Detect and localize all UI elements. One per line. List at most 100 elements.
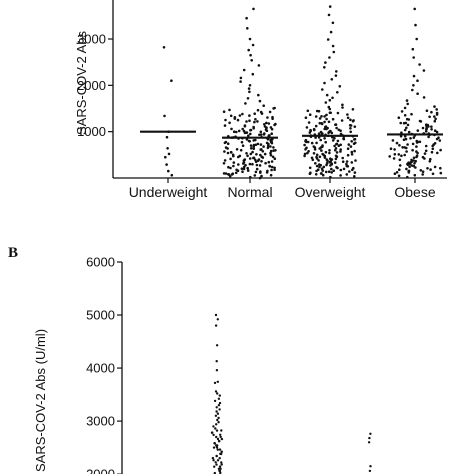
panel-b-y-tick-label: 4000 xyxy=(86,361,115,376)
panel-a-data-point xyxy=(393,153,397,156)
panel-a-data-point xyxy=(222,172,226,175)
panel-b-letter: B xyxy=(8,245,18,261)
panel-a-data-point xyxy=(335,70,338,73)
panel-a-data-point xyxy=(263,123,266,126)
panel-a-data-point xyxy=(230,151,233,154)
panel-b-data-point xyxy=(215,454,218,458)
panel-a-data-point xyxy=(268,110,272,114)
panel-a-data-point xyxy=(271,155,275,159)
panel-a-data-point xyxy=(354,159,357,162)
panel-a-data-point xyxy=(308,131,312,134)
panel-a-data-point xyxy=(270,132,274,135)
panel-a-data-point xyxy=(249,132,252,136)
panel-a-data-point xyxy=(331,21,335,25)
panel-a-data-point xyxy=(324,125,328,128)
panel-b-data-point xyxy=(369,432,372,435)
panel-b-y-tick-label: 6000 xyxy=(86,255,115,270)
panel-a-data-point xyxy=(255,167,259,171)
panel-a-data-point xyxy=(321,173,325,177)
panel-a-data-point xyxy=(315,153,319,157)
panel-a-data-point xyxy=(234,171,238,175)
panel-a-data-point xyxy=(341,106,344,109)
panel-a-data-point xyxy=(271,115,274,119)
panel-b-data-point xyxy=(220,437,224,441)
panel-a-data-point xyxy=(416,79,419,82)
panel-a-y-tick-label: 3000 xyxy=(77,32,106,47)
panel-a-data-point xyxy=(323,137,326,140)
panel-a-data-point xyxy=(418,140,422,144)
panel-a-data-point xyxy=(254,160,258,163)
panel-b-data-point xyxy=(214,390,218,393)
panel-a-data-point xyxy=(245,152,248,155)
panel-a-data-point xyxy=(341,156,345,160)
panel-a-data-point xyxy=(415,155,418,159)
panel-a-data-point xyxy=(245,120,248,123)
panel-a-data-point xyxy=(328,56,331,59)
panel-a-data-point xyxy=(162,46,166,49)
panel-a-data-point xyxy=(265,121,268,125)
panel-a-data-point xyxy=(262,145,265,148)
panel-a-data-point xyxy=(269,149,273,153)
panel-a-data-point xyxy=(405,167,408,171)
panel-a-data-point xyxy=(317,163,321,166)
panel-b-data-point xyxy=(218,465,222,468)
panel-a-data-point xyxy=(226,142,230,145)
panel-a-data-point xyxy=(323,115,326,118)
panel-b-data-point xyxy=(220,463,223,466)
panel-a-data-point xyxy=(334,157,338,161)
panel-a-data-point xyxy=(352,119,355,122)
panel-b-data-point xyxy=(213,399,217,403)
panel-a-data-point xyxy=(423,157,426,160)
panel-a-data-point xyxy=(235,148,239,151)
panel-b-data-point xyxy=(216,380,219,383)
panel-a-data-point xyxy=(431,147,435,151)
panel-a-data-point xyxy=(412,74,416,78)
panel-a-data-point xyxy=(431,144,435,148)
panel-a-data-point xyxy=(241,112,244,116)
panel-a-data-point xyxy=(328,111,332,114)
panel-a-data-point xyxy=(251,43,255,47)
panel-a-data-point xyxy=(222,162,226,165)
panel-a-data-point xyxy=(261,150,265,153)
panel-a-data-point xyxy=(401,146,404,149)
panel-a-data-point xyxy=(330,167,333,171)
panel-a-data-point xyxy=(319,138,323,142)
panel-a-data-point xyxy=(170,173,174,177)
panel-a-data-point xyxy=(331,117,335,121)
panel-a-data-point xyxy=(319,130,323,134)
panel-a-data-point xyxy=(270,160,274,163)
panel-a-data-point xyxy=(346,113,349,116)
panel-a-data-point xyxy=(253,120,256,124)
panel-a-data-point xyxy=(223,159,227,162)
panel-a-data-point xyxy=(433,119,437,123)
panel-a-data-point xyxy=(242,159,246,162)
panel-b-data-point xyxy=(217,421,220,424)
panel-a-data-point xyxy=(433,129,437,132)
panel-a-data-point xyxy=(403,128,407,132)
panel-a-data-point xyxy=(337,144,341,147)
panel-a-data-point xyxy=(339,168,343,172)
panel-b-data-point xyxy=(216,318,219,321)
panel-a-data-point xyxy=(414,159,418,163)
panel-a-data-point xyxy=(348,170,351,173)
panel-a-data-point xyxy=(421,170,425,173)
panel-b-y-tick-label: 3000 xyxy=(86,414,115,429)
panel-a-data-point xyxy=(341,160,345,163)
panel-a-data-point xyxy=(320,172,323,175)
panel-a-data-point xyxy=(265,129,269,132)
panel-a-data-point xyxy=(323,154,327,158)
panel-a-data-point xyxy=(336,139,340,143)
panel-a-data-point xyxy=(330,162,333,165)
panel-b-data-point xyxy=(217,416,220,420)
panel-a-data-point xyxy=(434,117,437,121)
panel-a-data-point xyxy=(433,115,436,118)
panel-a-data-point xyxy=(426,167,429,170)
panel-a-data-point xyxy=(393,148,396,151)
panel-a-data-point xyxy=(339,132,343,136)
panel-a-data-point xyxy=(405,126,408,130)
panel-a-data-point xyxy=(311,158,315,162)
panel-b-data-point xyxy=(216,448,219,451)
panel-a-data-point xyxy=(328,160,332,164)
panel-a-data-point xyxy=(331,139,335,142)
panel-a-data-point xyxy=(328,149,331,152)
